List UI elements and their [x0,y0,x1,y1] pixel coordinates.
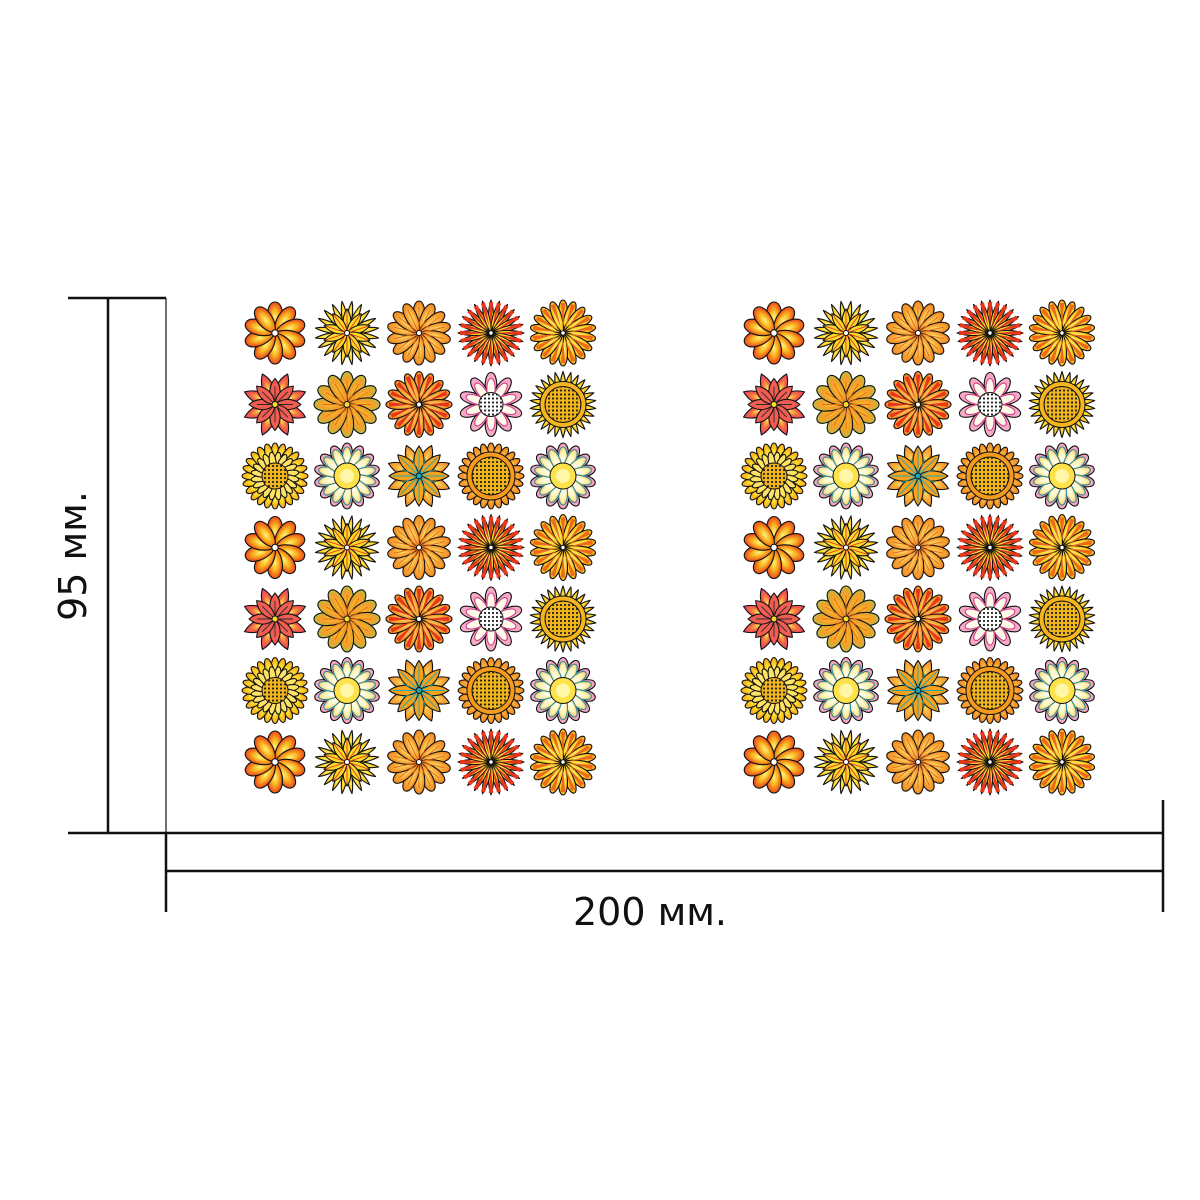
flower-sticker-icon [1028,299,1096,367]
flower-sticker-icon [387,444,451,508]
flower-sticker-icon [457,728,525,796]
flower-sticker-icon [956,442,1024,510]
flower-sticker-icon [529,370,597,439]
flower-sticker-icon [886,300,950,366]
flower-sticker-icon [313,585,381,653]
flower-sticker-icon [387,659,451,722]
flower-sticker-icon [813,515,879,580]
flower-sticker-icon [813,656,879,725]
flower-sticker-icon [1028,728,1096,796]
flower-sticker-icon [812,370,880,439]
flower-sticker-icon [743,301,805,365]
flower-sticker-icon [241,442,309,510]
flower-sticker-icon [387,514,451,581]
flower-sticker-icon [743,515,805,580]
flower-sticker-icon [457,299,525,367]
flower-sticker-icon [457,656,525,725]
flower-sticker-icon [886,514,950,581]
flower-sticker-icon [956,513,1024,582]
flower-sticker-icon [529,513,597,582]
flower-sticker-icon [959,371,1021,438]
flower-sticker-icon [742,373,806,436]
sticker-panels [241,299,1096,796]
flower-sticker-icon [530,656,596,725]
flower-sticker-icon [740,656,808,725]
flower-sticker-icon [387,729,451,795]
flower-sticker-icon [385,585,453,653]
flower-sticker-icon [813,442,879,510]
flower-sticker-icon [460,371,522,438]
flower-sticker-icon [1029,442,1095,510]
flower-sticker-icon [1028,513,1096,582]
flower-sticker-icon [959,586,1021,652]
flower-sticker-icon [530,442,596,510]
flower-sticker-icon [244,301,306,365]
flower-sticker-icon [884,370,952,439]
flower-sticker-icon [813,300,879,366]
flower-sticker-icon [956,728,1024,796]
sticker-panel [740,299,1096,796]
flower-sticker-icon [314,515,380,580]
flower-sticker-icon [812,585,880,653]
flower-sticker-icon [956,299,1024,367]
flower-sticker-icon [244,730,306,794]
flower-sticker-icon [742,587,806,651]
flower-sticker-icon [244,515,306,580]
flower-sticker-icon [457,442,525,510]
flower-sticker-icon [313,370,381,439]
sticker-panel [241,299,597,796]
flower-sticker-icon [529,299,597,367]
flower-sticker-icon [529,585,597,653]
flower-sticker-icon [314,300,380,366]
flower-sticker-icon [813,729,879,795]
flower-sticker-icon [243,587,307,651]
flower-sticker-icon [457,513,525,582]
flower-sticker-icon [1028,370,1096,439]
flower-sticker-icon [956,656,1024,725]
width-label: 200 мм. [573,890,727,934]
flower-sticker-icon [886,444,950,508]
flower-sticker-icon [743,730,805,794]
flower-sticker-icon [740,442,808,510]
flower-sticker-icon [314,656,380,725]
flower-sticker-icon [1029,656,1095,725]
flower-sticker-icon [460,586,522,652]
flower-sticker-icon [886,659,950,722]
flower-sticker-icon [529,728,597,796]
flower-sticker-icon [241,656,309,725]
flower-sticker-icon [884,585,952,653]
flower-sticker-icon [314,729,380,795]
flower-sticker-icon [243,373,307,436]
height-label: 95 мм. [51,491,95,621]
dimension-lines [68,296,1165,912]
flower-sticker-icon [886,729,950,795]
flower-sticker-icon [314,442,380,510]
flower-sticker-icon [387,300,451,366]
flower-sticker-icon [1028,585,1096,653]
flower-sticker-icon [385,370,453,439]
